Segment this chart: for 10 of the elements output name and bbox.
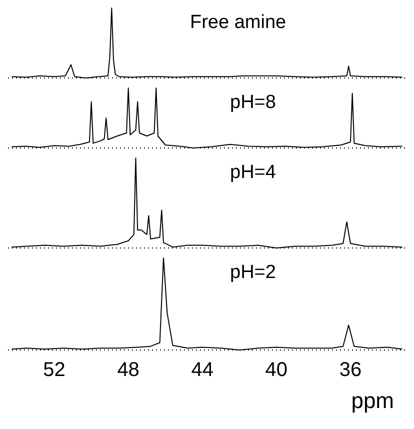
x-axis-title: ppm [351, 388, 394, 413]
annotation: pH=8 [230, 92, 276, 114]
x-tick-label: 52 [43, 359, 66, 382]
annotation: pH=4 [230, 162, 276, 184]
annotation: pH=2 [230, 262, 276, 284]
x-tick-label: 44 [191, 359, 214, 382]
annotation: Free amine [190, 12, 286, 34]
x-tick-label: 48 [117, 359, 140, 382]
x-tick-label: 40 [265, 359, 288, 382]
x-tick-label: 36 [339, 359, 362, 382]
